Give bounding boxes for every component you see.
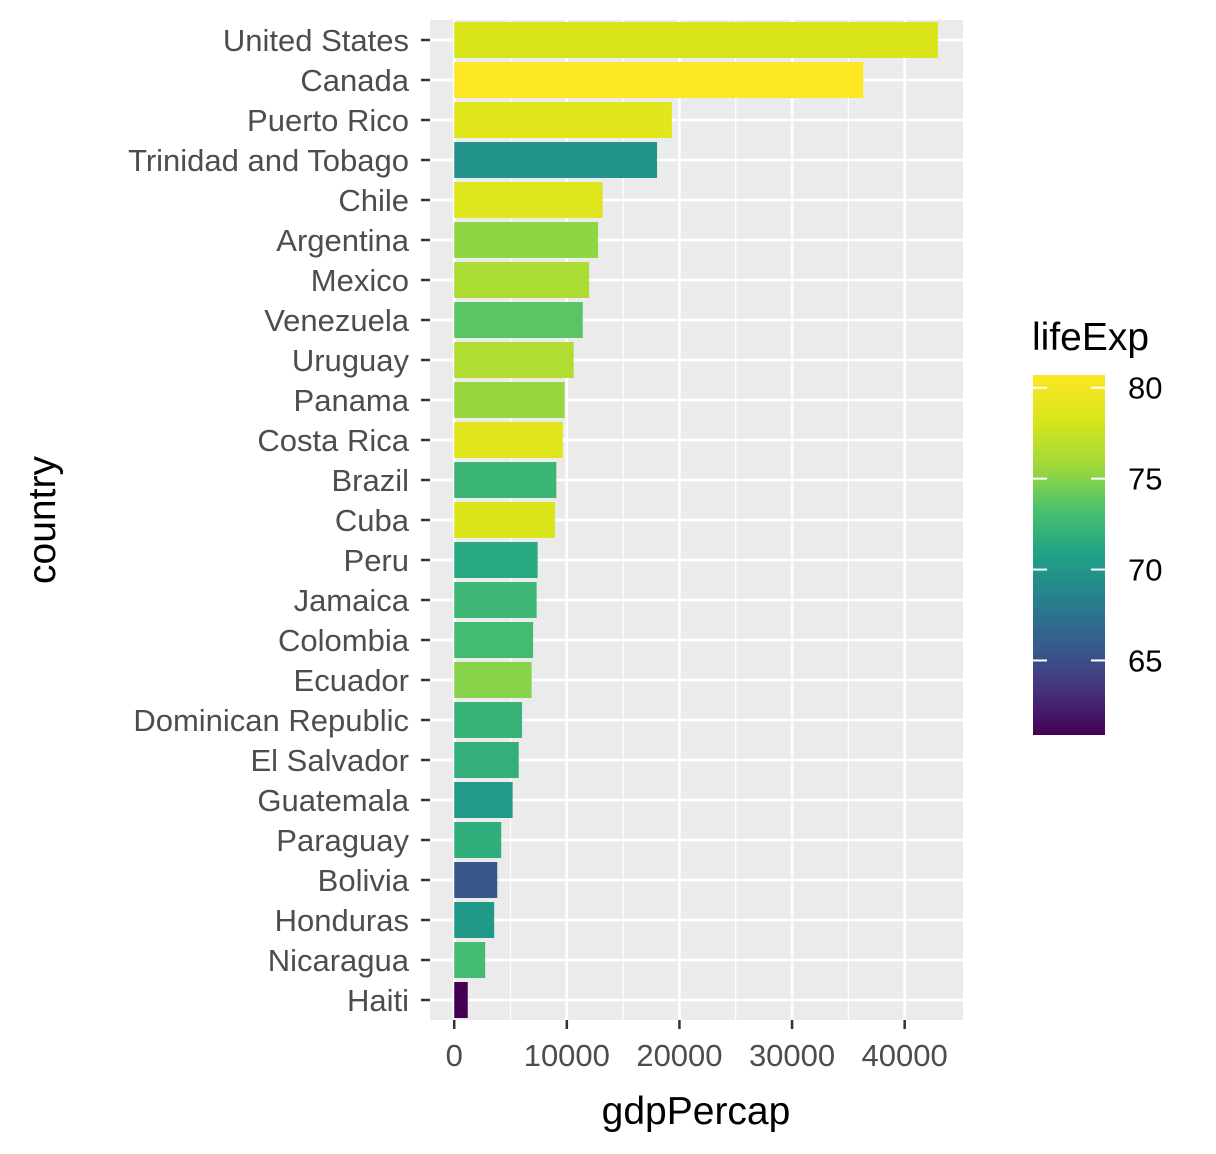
bar-peru: [454, 542, 538, 578]
bar-panama: [454, 382, 565, 418]
y-tick-label: Costa Rica: [257, 423, 409, 458]
y-axis-title: country: [21, 456, 64, 584]
y-tick-label: Peru: [344, 543, 409, 578]
y-tick-label: Mexico: [311, 263, 409, 298]
legend-tick-label: 75: [1128, 462, 1162, 497]
bar-argentina: [454, 222, 599, 258]
y-tick-label: Venezuela: [264, 303, 410, 338]
bar-brazil: [454, 462, 557, 498]
legend-tick-label: 65: [1128, 643, 1162, 678]
legend-tick-label: 70: [1128, 553, 1162, 588]
bar-ecuador: [454, 662, 532, 698]
bar-haiti: [454, 982, 468, 1018]
y-tick-label: Paraguay: [276, 823, 409, 858]
y-tick-label: Dominican Republic: [133, 703, 409, 738]
bar-jamaica: [454, 582, 537, 618]
bar-cuba: [454, 502, 555, 538]
x-tick-label: 40000: [862, 1038, 948, 1073]
bar-chile: [454, 182, 603, 218]
y-axis: United States Canada Puerto Rico Trinidad a…: [128, 23, 430, 1018]
y-tick-label: Nicaragua: [268, 943, 410, 978]
y-tick-label: Jamaica: [294, 583, 410, 618]
legend-tick-label: 80: [1128, 371, 1162, 406]
x-axis: 0 10000 20000 30000 40000: [446, 1020, 948, 1073]
y-tick-label: Panama: [294, 383, 410, 418]
bar-uruguay: [454, 342, 574, 378]
bar-trinidad-and-tobago: [454, 142, 658, 178]
y-tick-label: United States: [223, 23, 409, 58]
x-tick-label: 0: [446, 1038, 463, 1073]
y-tick-label: Argentina: [276, 223, 409, 258]
bar-honduras: [454, 902, 495, 938]
bar-united-states: [454, 22, 938, 58]
y-tick-label: Uruguay: [292, 343, 410, 378]
y-tick-label: Bolivia: [318, 863, 410, 898]
y-tick-label: Ecuador: [294, 663, 409, 698]
x-axis-title: gdpPercap: [602, 1090, 791, 1133]
bar-guatemala: [454, 782, 513, 818]
bars: [454, 22, 938, 1018]
y-tick-label: Haiti: [347, 983, 409, 1018]
y-tick-label: Brazil: [331, 463, 409, 498]
bar-nicaragua: [454, 942, 486, 978]
y-tick-label: Chile: [338, 183, 409, 218]
y-tick-label: Puerto Rico: [247, 103, 409, 138]
y-tick-label: Trinidad and Tobago: [128, 143, 409, 178]
bar-el-salvador: [454, 742, 519, 778]
legend-title: lifeExp: [1032, 316, 1149, 359]
x-tick-label: 10000: [524, 1038, 610, 1073]
x-tick-label: 20000: [636, 1038, 722, 1073]
bar-costa-rica: [454, 422, 563, 458]
bar-colombia: [454, 622, 534, 658]
y-tick-label: Colombia: [278, 623, 410, 658]
y-tick-label: Honduras: [275, 903, 409, 938]
legend-colorbar: [1033, 375, 1105, 735]
y-tick-label: Canada: [300, 63, 409, 98]
bar-dominican-republic: [454, 702, 523, 738]
bar-puerto-rico: [454, 102, 672, 138]
bar-mexico: [454, 262, 590, 298]
bar-venezuela: [454, 302, 583, 338]
bar-bolivia: [454, 862, 498, 898]
y-tick-label: Guatemala: [257, 783, 409, 818]
color-legend: lifeExp 65 70 75 80: [1032, 316, 1162, 735]
bar-canada: [454, 62, 864, 98]
legend-ticks: 65 70 75 80: [1033, 371, 1162, 678]
x-tick-label: 30000: [749, 1038, 835, 1073]
y-tick-label: El Salvador: [250, 743, 409, 778]
y-tick-label: Cuba: [335, 503, 410, 538]
bar-paraguay: [454, 822, 502, 858]
